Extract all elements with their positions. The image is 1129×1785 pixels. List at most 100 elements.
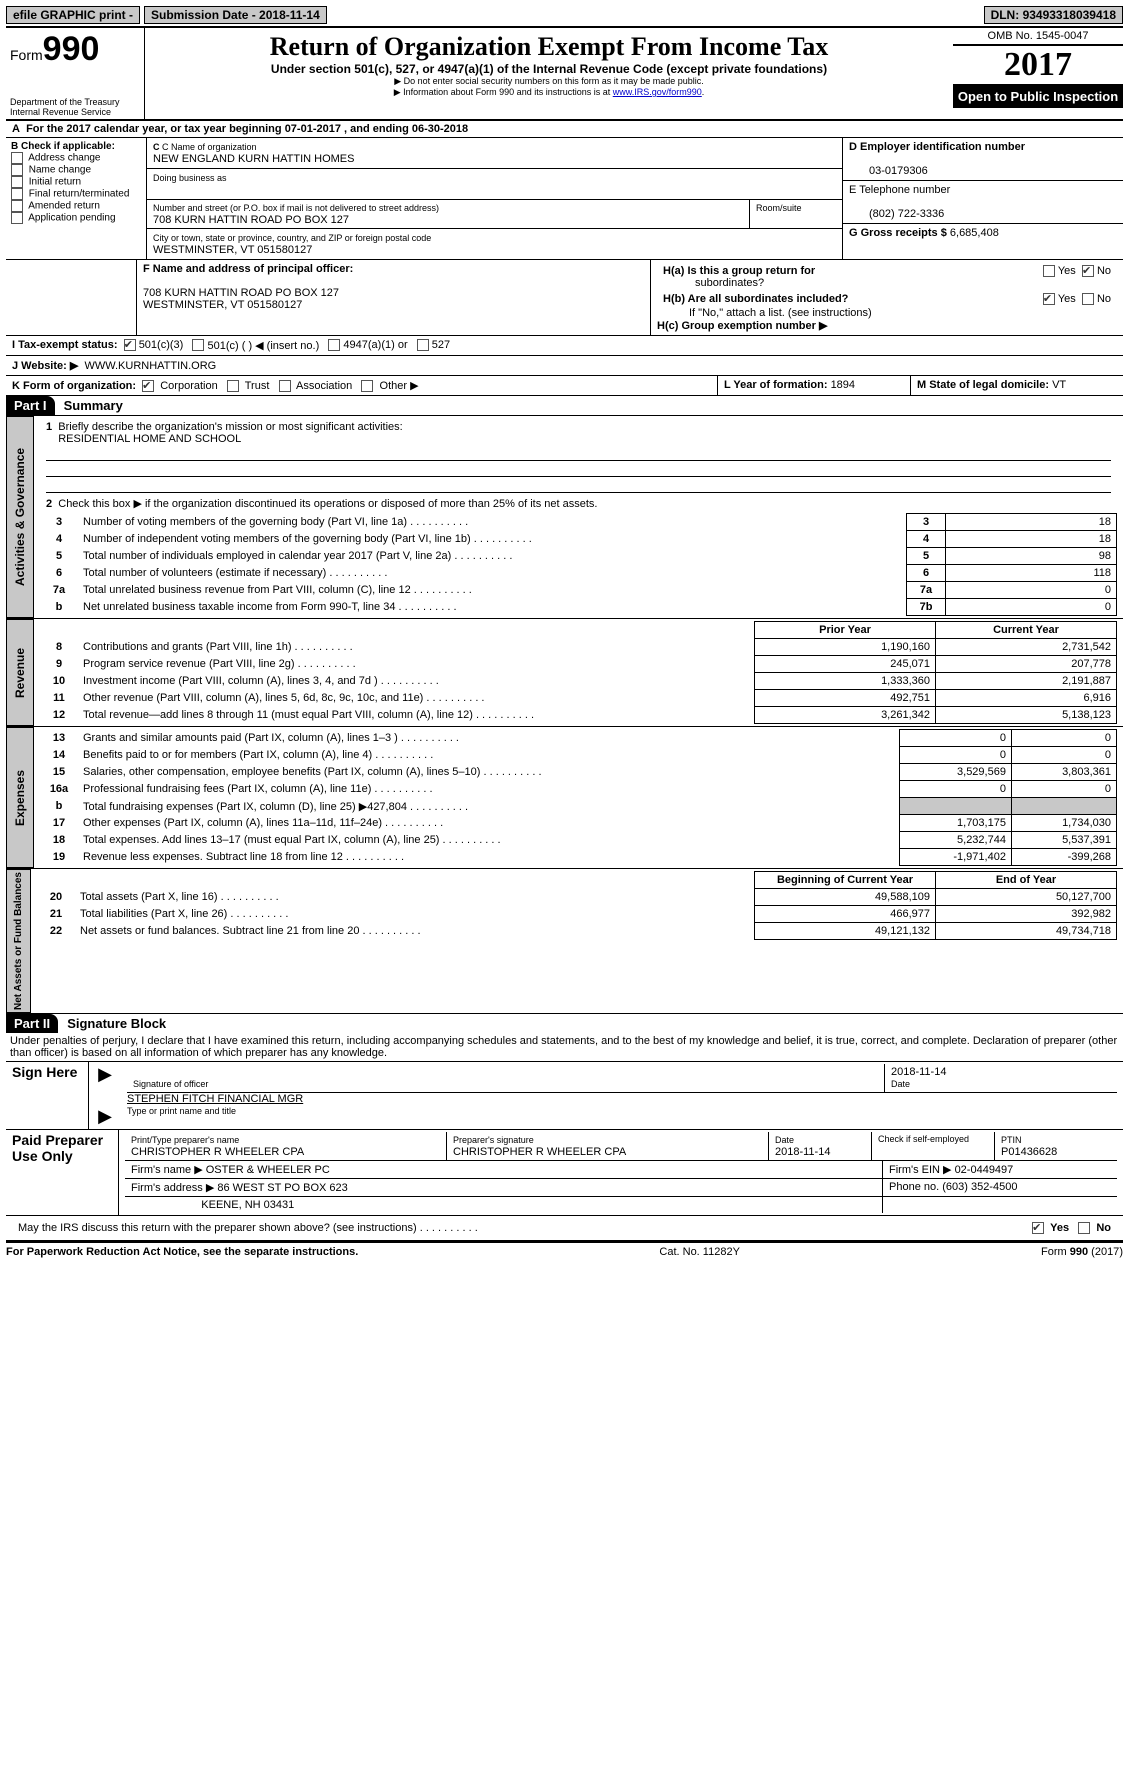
revenue-table: Prior YearCurrent Year8 Contributions an…: [40, 621, 1117, 724]
ha-label2: subordinates?: [663, 277, 764, 289]
dept-treasury: Department of the Treasury: [10, 97, 140, 107]
tax-year: 2017: [953, 45, 1123, 85]
revenue-section: Revenue Prior YearCurrent Year8 Contribu…: [6, 619, 1123, 727]
tab-revenue: Revenue: [6, 619, 34, 726]
b-opt-cb[interactable]: [11, 188, 23, 200]
prep-sig-label: Preparer's signature: [453, 1135, 534, 1145]
m-label: M State of legal domicile:: [917, 379, 1052, 391]
section-a: A For the 2017 calendar year, or tax yea…: [6, 121, 1123, 138]
part1-header: Part I Summary: [6, 396, 1123, 416]
efile-btn[interactable]: efile GRAPHIC print -: [6, 6, 140, 24]
website: WWW.KURNHATTIN.ORG: [84, 360, 216, 372]
row-j: J Website: ▶ WWW.KURNHATTIN.ORG: [6, 356, 1123, 376]
i-527-cb[interactable]: [417, 339, 429, 351]
k-trust-cb[interactable]: [227, 380, 239, 392]
row-klm: K Form of organization: Corporation Trus…: [6, 376, 1123, 396]
table-row: 9 Program service revenue (Part VIII, li…: [40, 656, 1117, 673]
form-title: Return of Organization Exempt From Incom…: [149, 32, 949, 62]
b-opt-cb[interactable]: [11, 164, 23, 176]
dln-btn[interactable]: DLN: 93493318039418: [984, 6, 1123, 24]
dba-label: Doing business as: [153, 173, 227, 183]
b-option: Initial return: [11, 176, 141, 188]
dln-value: 93493318039418: [1023, 8, 1116, 22]
room-label: Room/suite: [756, 203, 802, 213]
i-4947-cb[interactable]: [328, 339, 340, 351]
governance-table: 3 Number of voting members of the govern…: [40, 513, 1117, 616]
sign-here-label: Sign Here: [6, 1062, 89, 1129]
k-corp-cb[interactable]: [142, 380, 154, 392]
firm-addr: 86 WEST ST PO BOX 623: [217, 1182, 347, 1194]
paid-preparer-label: Paid Preparer Use Only: [6, 1130, 119, 1215]
b-option: Application pending: [11, 212, 141, 224]
i-501c-cb[interactable]: [192, 339, 204, 351]
part1-badge: Part I: [6, 396, 55, 415]
table-row: 11 Other revenue (Part VIII, column (A),…: [40, 690, 1117, 707]
discuss-no-cb[interactable]: [1078, 1222, 1090, 1234]
form-number: Form990: [10, 30, 140, 69]
ptin-label: PTIN: [1001, 1135, 1022, 1145]
footer-mid: Cat. No. 11282Y: [659, 1246, 740, 1258]
b-opt-cb[interactable]: [11, 152, 23, 164]
hb-label: H(b) Are all subordinates included?: [663, 293, 848, 305]
i-label: I Tax-exempt status:: [12, 339, 118, 352]
ha-yes-cb[interactable]: [1043, 265, 1055, 277]
gross-receipts: 6,685,408: [950, 227, 999, 239]
i-o2: 501(c) ( ) ◀ (insert no.): [207, 339, 319, 352]
discuss-text: May the IRS discuss this return with the…: [18, 1222, 417, 1234]
table-row: 22 Net assets or fund balances. Subtract…: [37, 923, 1117, 940]
row-i: I Tax-exempt status: 501(c)(3) 501(c) ( …: [6, 336, 1123, 356]
firm-city: KEENE, NH 03431: [201, 1199, 294, 1211]
k-other-cb[interactable]: [361, 380, 373, 392]
discuss-yes-cb[interactable]: [1032, 1222, 1044, 1234]
c-name-label: C C Name of organization: [153, 142, 257, 152]
hb-note: If "No," attach a list. (see instruction…: [657, 307, 1117, 319]
note-info: ▶ Information about Form 990 and its ins…: [149, 87, 949, 98]
org-address: 708 KURN HATTIN ROAD PO BOX 127: [153, 214, 349, 226]
sig-officer-label: Signature of officer: [133, 1079, 208, 1089]
l-label: L Year of formation:: [724, 379, 831, 391]
k-o3: Association: [296, 380, 352, 392]
footer-left: For Paperwork Reduction Act Notice, see …: [6, 1246, 358, 1258]
dln-label: DLN:: [991, 8, 1023, 22]
prep-name-label: Print/Type preparer's name: [131, 1135, 239, 1145]
sig-name-label: Type or print name and title: [127, 1106, 236, 1116]
expenses-table: 13 Grants and similar amounts paid (Part…: [40, 729, 1117, 866]
governance-section: Activities & Governance 1 Briefly descri…: [6, 416, 1123, 619]
table-row: 17 Other expenses (Part IX, column (A), …: [40, 815, 1117, 832]
sig-date: 2018-11-14: [891, 1066, 946, 1078]
irs-link[interactable]: www.IRS.gov/form990: [613, 87, 702, 97]
b-opt-cb[interactable]: [11, 212, 23, 224]
prep-date-label: Date: [775, 1135, 794, 1145]
k-o4: Other ▶: [380, 380, 419, 392]
l1-label: Briefly describe the organization's miss…: [58, 421, 402, 433]
b-opt-cb[interactable]: [11, 200, 23, 212]
addr-label: Number and street (or P.O. box if mail i…: [153, 203, 439, 213]
b-option: Name change: [11, 164, 141, 176]
i-501c3-cb[interactable]: [124, 339, 136, 351]
b-title: B Check if applicable:: [11, 141, 115, 152]
form-990: 990: [43, 30, 100, 68]
table-row: 13 Grants and similar amounts paid (Part…: [40, 730, 1117, 747]
hb-yes-cb[interactable]: [1043, 293, 1055, 305]
prep-date: 2018-11-14: [775, 1146, 830, 1158]
k-assoc-cb[interactable]: [279, 380, 291, 392]
submission-label: Submission Date -: [151, 8, 259, 22]
discuss-row: May the IRS discuss this return with the…: [6, 1216, 1123, 1241]
table-row: 21 Total liabilities (Part X, line 26) 4…: [37, 906, 1117, 923]
gov-row: 4 Number of independent voting members o…: [40, 531, 1117, 548]
firm-name: OSTER & WHEELER PC: [206, 1164, 330, 1176]
note-ssn: ▶ Do not enter social security numbers o…: [149, 76, 949, 87]
part1-title: Summary: [58, 396, 129, 415]
a-begin: 07-01-2017: [285, 123, 341, 135]
hb-no-cb[interactable]: [1082, 293, 1094, 305]
firm-phone-label: Phone no.: [889, 1181, 942, 1193]
b-opt-cb[interactable]: [11, 176, 23, 188]
table-row: 20 Total assets (Part X, line 16) 49,588…: [37, 889, 1117, 906]
city-label: City or town, state or province, country…: [153, 233, 431, 243]
no-label2: No: [1097, 293, 1111, 305]
a-mid: , and ending: [344, 123, 412, 135]
submission-btn[interactable]: Submission Date - 2018-11-14: [144, 6, 327, 24]
table-row: 19 Revenue less expenses. Subtract line …: [40, 849, 1117, 866]
ha-no-cb[interactable]: [1082, 265, 1094, 277]
b-option: Amended return: [11, 200, 141, 212]
